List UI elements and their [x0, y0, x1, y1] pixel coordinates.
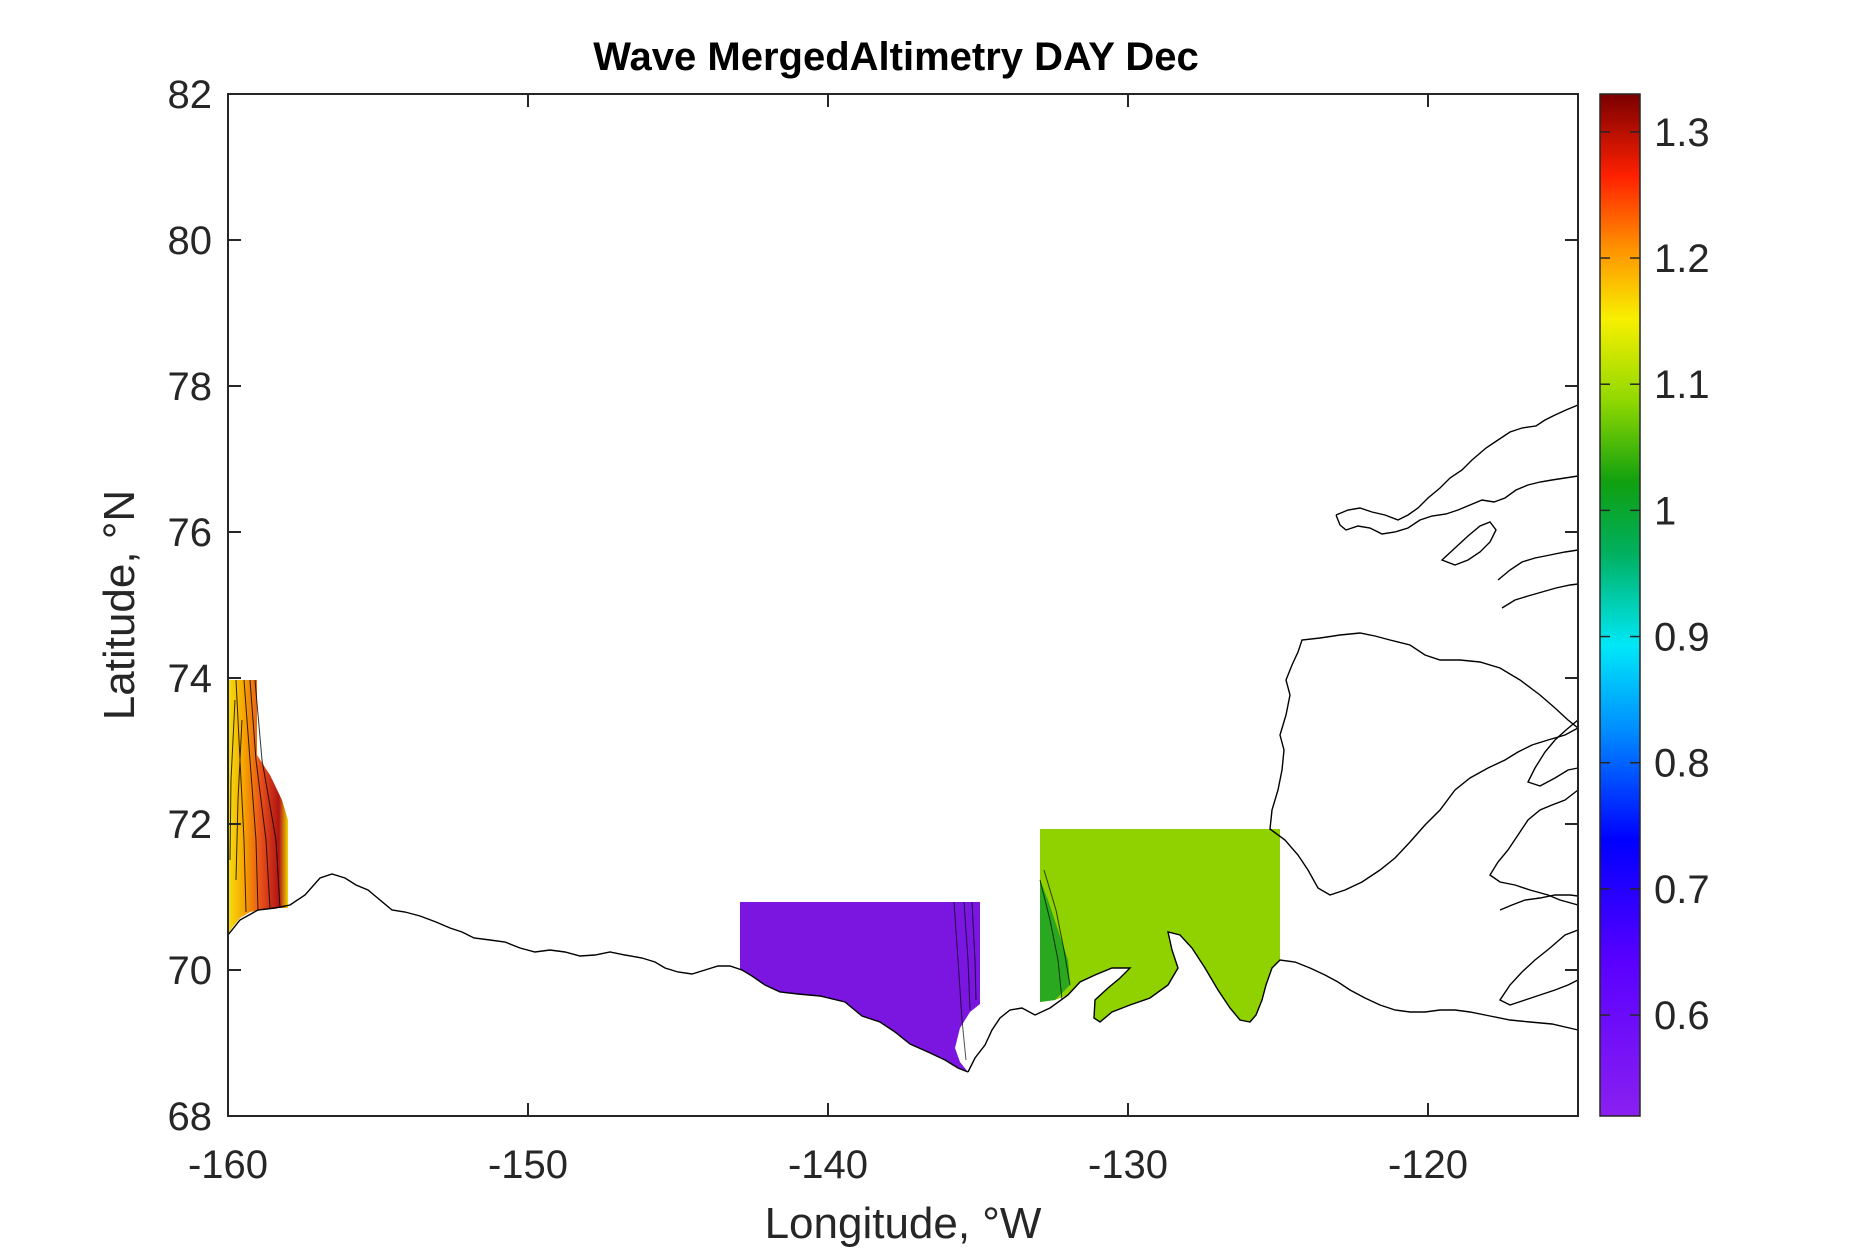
colorbar-tick-label: 1	[1654, 489, 1676, 533]
x-tick-labels: -160 -150 -140 -130 -120	[188, 1143, 1468, 1187]
y-tick-label: 72	[168, 803, 213, 847]
coastline-melville-island	[1335, 404, 1579, 535]
colorbar-tick-labels: 0.6 0.7 0.8 0.9 1 1.1 1.2 1.3	[1654, 111, 1710, 1038]
y-tick-label: 68	[168, 1095, 213, 1139]
contour-fields	[228, 679, 1280, 1072]
field-beaufort-east-contours	[1039, 869, 1071, 1001]
y-tick-label: 76	[168, 511, 213, 555]
y-tick-marks	[228, 93, 1578, 1117]
colorbar-tick-label: 0.8	[1654, 742, 1710, 786]
colorbar-scale	[1599, 93, 1641, 1117]
field-chukchi-west-contours	[229, 679, 281, 913]
colorbar-tick-marks	[1600, 131, 1640, 1016]
coastline-prince-patrick	[1497, 549, 1579, 609]
x-tick-label: -130	[1088, 1143, 1168, 1187]
x-tick-label: -160	[188, 1143, 268, 1187]
y-tick-labels: 68 70 72 74 76 78 80 82	[168, 73, 213, 1139]
coastline-alaska-north	[227, 873, 969, 1073]
x-tick-label: -120	[1388, 1143, 1468, 1187]
field-beaufort-central	[740, 902, 980, 1072]
coastline-mackenzie	[967, 931, 1579, 1073]
plot-area	[227, 93, 1580, 1117]
field-chukchi-west	[228, 680, 288, 935]
plot-frame	[227, 93, 1579, 1117]
colorbar-tick-label: 0.6	[1654, 994, 1710, 1038]
field-beaufort-central-contours	[953, 901, 977, 1061]
y-tick-label: 74	[168, 657, 213, 701]
colorbar: 0.6 0.7 0.8 0.9 1 1.1 1.2 1.3	[1599, 93, 1710, 1117]
y-tick-label: 70	[168, 949, 213, 993]
coastline-east-islands	[1499, 719, 1579, 911]
y-tick-label: 78	[168, 365, 213, 409]
x-axis-label: Longitude, °W	[765, 1199, 1042, 1248]
colorbar-tick-label: 1.2	[1654, 237, 1710, 281]
chart-title: Wave MergedAltimetry DAY Dec	[593, 35, 1198, 79]
y-tick-label: 80	[168, 219, 213, 263]
x-tick-label: -150	[488, 1143, 568, 1187]
field-beaufort-east	[1040, 829, 1280, 1022]
colorbar-tick-label: 0.7	[1654, 868, 1710, 912]
y-tick-label: 82	[168, 73, 213, 117]
colorbar-tick-label: 0.9	[1654, 616, 1710, 660]
y-axis-label: Latitude, °N	[95, 490, 144, 720]
coastline-victoria-island	[1489, 789, 1579, 1006]
colorbar-tick-label: 1.1	[1654, 363, 1710, 407]
coastlines	[227, 404, 1580, 1073]
colorbar-tick-label: 1.3	[1654, 111, 1710, 155]
x-tick-label: -140	[788, 1143, 868, 1187]
x-tick-marks	[227, 94, 1429, 1116]
coastline-island-small	[1440, 521, 1497, 566]
coastline-banks-island	[1269, 632, 1580, 896]
